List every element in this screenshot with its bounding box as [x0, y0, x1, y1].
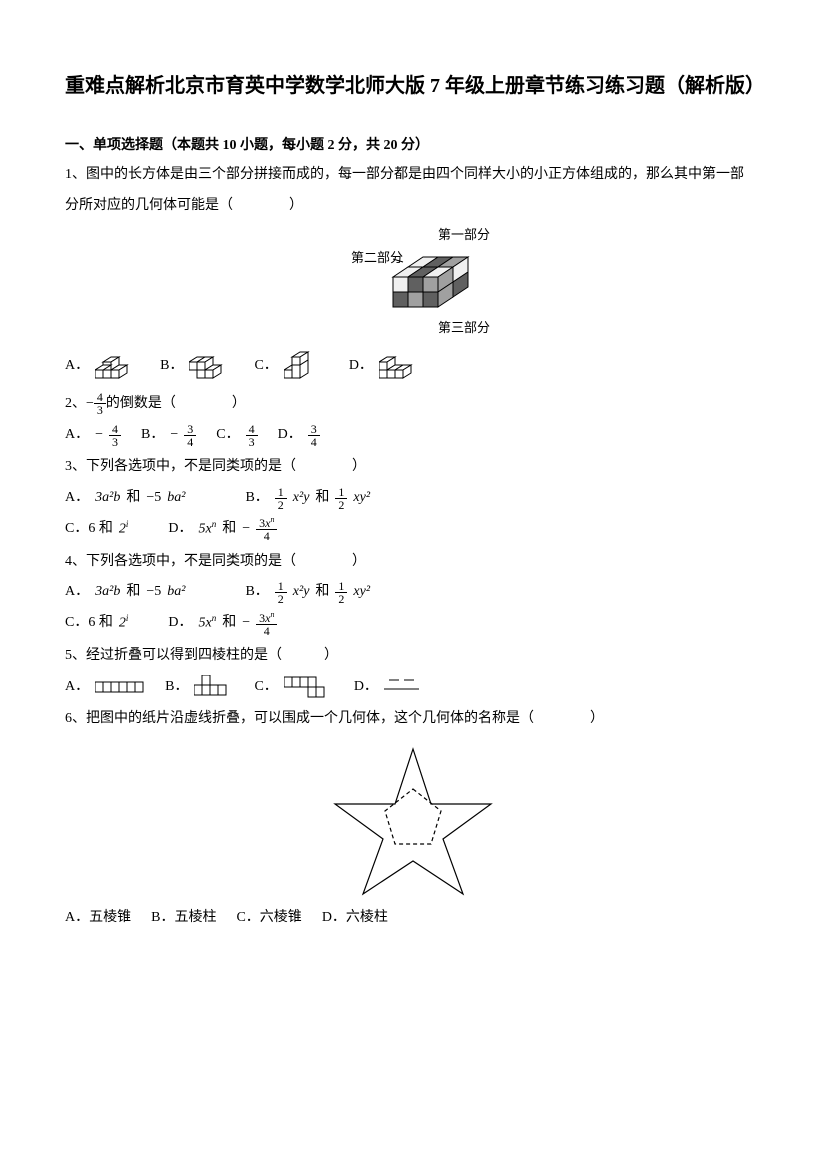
q5-text: 5、经过折叠可以得到四棱柱的是（ ）: [65, 643, 761, 670]
q3-option-c: C．6 和2i: [65, 516, 128, 543]
cube-shape-a: [95, 347, 140, 385]
label-part3: 第三部分: [438, 320, 490, 335]
q5-option-c: C．: [254, 674, 333, 701]
cube-shape-d: [379, 347, 429, 385]
question-4: 4、下列各选项中，不是同类项的是（ ） A．3a²b 和−5ba² B．12x²…: [65, 549, 761, 637]
q5-option-b: B．: [165, 674, 234, 701]
q1-option-a: A．: [65, 347, 140, 385]
cuboid-figure: 第一部分 第二部分 第三部分: [313, 227, 513, 337]
q6-option-a: A．五棱锥: [65, 905, 131, 932]
q4-option-a: A．3a²b 和−5ba²: [65, 579, 185, 606]
q3-option-d: D．5xn 和−3xn4: [168, 516, 277, 543]
q1-option-c: C．: [254, 347, 328, 385]
q5-options: A． B．: [65, 674, 761, 701]
cube-shape-c: [284, 347, 329, 385]
net-c: [284, 675, 334, 699]
q4-option-d: D．5xn 和−3xn4: [168, 610, 277, 637]
q2-options: A．−43 B．−34 C．43 D．34: [65, 422, 761, 449]
q6-option-d: D．六棱柱: [322, 905, 388, 932]
question-5: 5、经过折叠可以得到四棱柱的是（ ） A． B．: [65, 643, 761, 700]
q3-options-ab: A．3a²b 和−5ba² B．12x²y 和12xy²: [65, 485, 761, 512]
q1-options: A． B．: [65, 347, 761, 385]
q6-figure: [65, 739, 761, 899]
q4-option-c: C．6 和2i: [65, 610, 128, 637]
q2-text: 2、−43的倒数是（ ）: [65, 391, 761, 418]
section-header: 一、单项选择题（本题共 10 小题，每小题 2 分，共 20 分）: [65, 134, 761, 154]
q3-option-a: A．3a²b 和−5ba²: [65, 485, 185, 512]
q1-option-d: D．: [349, 347, 429, 385]
star-pentagon: [323, 739, 503, 899]
question-2: 2、−43的倒数是（ ） A．−43 B．−34 C．43 D．34: [65, 391, 761, 448]
label-part1: 第一部分: [438, 227, 490, 242]
question-1: 1、图中的长方体是由三个部分拼接而成的，每一部分都是由四个同样大小的小正方体组成…: [65, 162, 761, 385]
q2-option-b: B．−34: [141, 422, 196, 449]
q2-option-a: A．−43: [65, 422, 121, 449]
q6-option-c: C．六棱锥: [236, 905, 301, 932]
q3-option-b: B．12x²y 和12xy²: [245, 485, 370, 512]
net-a: [95, 677, 145, 697]
q4-options-cd: C．6 和2i D．5xn 和−3xn4: [65, 610, 761, 637]
q4-option-b: B．12x²y 和12xy²: [245, 579, 370, 606]
q2-option-c: C．43: [216, 422, 257, 449]
q4-options-ab: A．3a²b 和−5ba² B．12x²y 和12xy²: [65, 579, 761, 606]
q1-main-figure: 第一部分 第二部分 第三部分: [65, 227, 761, 337]
question-3: 3、下列各选项中，不是同类项的是（ ） A．3a²b 和−5ba² B．12x²…: [65, 454, 761, 542]
q3-options-cd: C．6 和2i D．5xn 和−3xn4: [65, 516, 761, 543]
q6-options: A．五棱锥 B．五棱柱 C．六棱锥 D．六棱柱: [65, 905, 761, 932]
q6-option-b: B．五棱柱: [151, 905, 216, 932]
q1-text-2: 分所对应的几何体可能是（ ）: [65, 193, 761, 220]
q5-option-a: A．: [65, 674, 145, 701]
cube-shape-b: [189, 347, 234, 385]
q1-text-1: 1、图中的长方体是由三个部分拼接而成的，每一部分都是由四个同样大小的小正方体组成…: [65, 162, 761, 189]
q5-option-d: D．: [354, 674, 424, 701]
q1-option-b: B．: [160, 347, 234, 385]
q2-option-d: D．34: [278, 422, 320, 449]
q6-text: 6、把图中的纸片沿虚线折叠，可以围成一个几何体，这个几何体的名称是（ ）: [65, 706, 761, 733]
label-part2: 第二部分: [351, 250, 403, 265]
net-b: [194, 675, 234, 699]
question-6: 6、把图中的纸片沿虚线折叠，可以围成一个几何体，这个几何体的名称是（ ） A．五…: [65, 706, 761, 931]
q4-text: 4、下列各选项中，不是同类项的是（ ）: [65, 549, 761, 576]
net-d: [384, 677, 424, 697]
q3-text: 3、下列各选项中，不是同类项的是（ ）: [65, 454, 761, 481]
page-title: 重难点解析北京市育英中学数学北师大版 7 年级上册章节练习练习题（解析版）: [65, 70, 761, 102]
